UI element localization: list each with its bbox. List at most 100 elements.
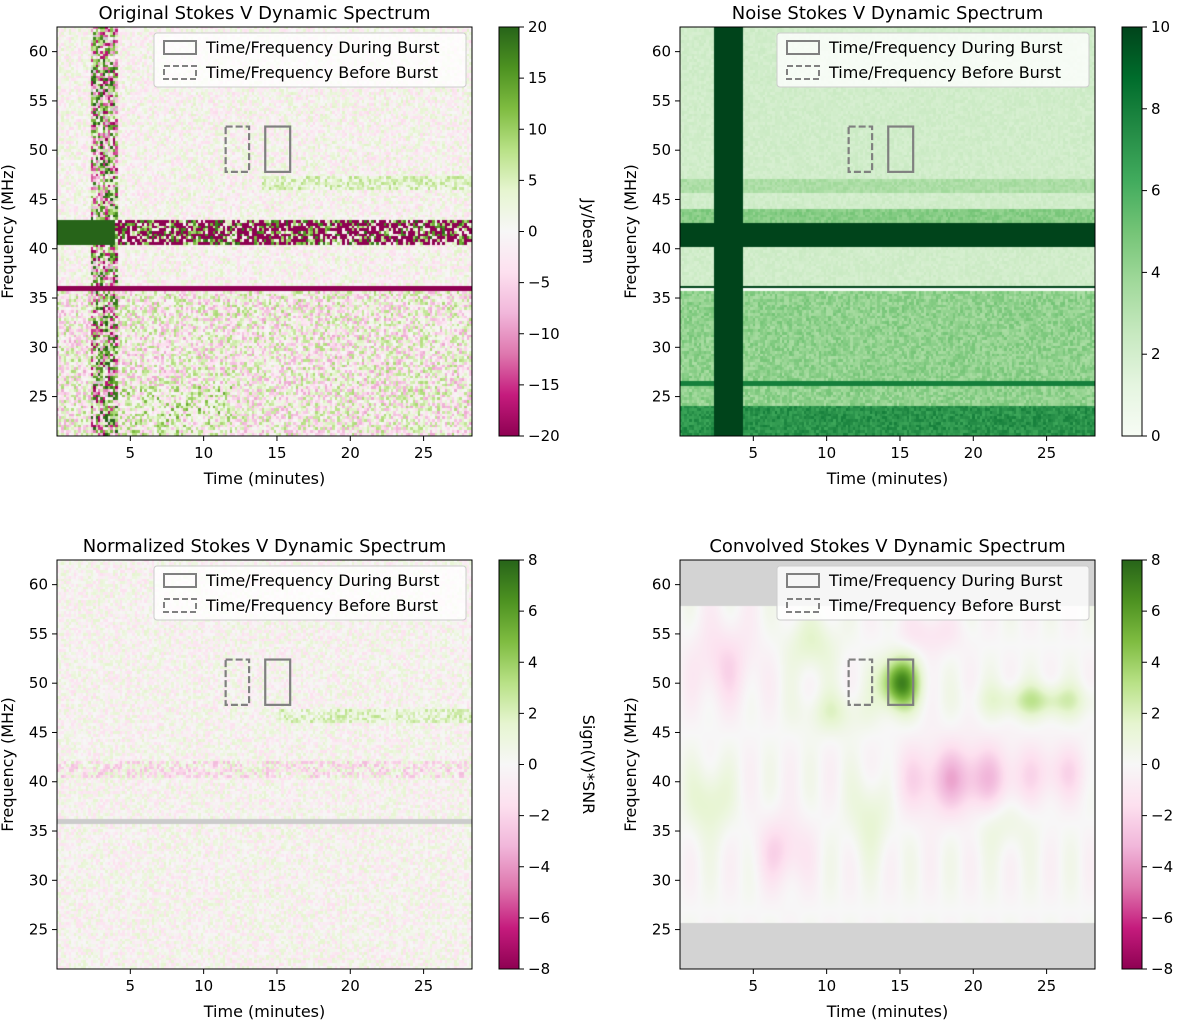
x-tick-label: 5 <box>126 977 136 995</box>
legend: Time/Frequency During Burst Time/Frequenc… <box>776 32 1090 88</box>
colorbar-tick-label: −8 <box>528 960 550 978</box>
x-tick-label: 5 <box>126 444 136 462</box>
legend-swatch-before <box>163 598 197 613</box>
x-tick-label: 20 <box>964 977 983 995</box>
heatmap-image <box>680 560 1095 969</box>
y-tick-label: 35 <box>29 822 48 840</box>
colorbar-label: Jy/beam <box>579 198 598 264</box>
y-axis-label: Frequency (MHz) <box>621 697 640 831</box>
colorbar-tick-label: 0 <box>1151 427 1161 445</box>
colorbar-tick-label: 0 <box>528 223 538 241</box>
y-axis-label: Frequency (MHz) <box>0 697 17 831</box>
colorbar-tick-label: 2 <box>1151 345 1161 363</box>
y-tick-label: 50 <box>29 674 48 692</box>
burst-box <box>887 125 915 173</box>
colorbar-tick-label: −15 <box>528 376 560 394</box>
x-tick-label: 20 <box>341 977 360 995</box>
colorbar-tick-label: 4 <box>1151 653 1161 671</box>
legend-label-during: Time/Frequency During Burst <box>828 38 1062 57</box>
colorbar-tick-label: 2 <box>1151 704 1161 722</box>
colorbar-tick-label: 10 <box>528 120 547 138</box>
colorbar-tick-label: −2 <box>528 807 550 825</box>
panel-title: Original Stokes V Dynamic Spectrum <box>99 3 431 24</box>
y-axis-label: Frequency (MHz) <box>0 164 17 298</box>
colorbar-gradient <box>1121 559 1143 970</box>
y-tick-label: 60 <box>652 576 671 594</box>
colorbar-tick-label: −2 <box>1151 807 1173 825</box>
y-tick-label: 35 <box>652 822 671 840</box>
legend-label-before: Time/Frequency Before Burst <box>828 596 1061 615</box>
colorbar: 0246810Jy/beam <box>1121 18 1170 445</box>
x-tick-label: 10 <box>817 977 836 995</box>
colorbar-tick-label: −6 <box>528 909 550 927</box>
colorbar-tick-label: 8 <box>528 551 538 569</box>
y-tick-label: 30 <box>652 871 671 889</box>
y-tick-label: 45 <box>29 723 48 741</box>
colorbar-tick-label: −10 <box>528 325 560 343</box>
y-tick-label: 30 <box>29 871 48 889</box>
colorbar: −20 −15 −10 −5 0 5 10 15 20 Jy/beam <box>498 18 598 445</box>
x-tick-label: 20 <box>341 444 360 462</box>
legend-frame <box>776 565 1090 621</box>
y-tick-label: 60 <box>652 43 671 61</box>
panel-1: Original Stokes V Dynamic Spectrum 5 10 15 2… <box>0 3 598 488</box>
y-tick-label: 45 <box>29 190 48 208</box>
y-tick-label: 55 <box>652 92 671 110</box>
y-tick-label: 45 <box>652 190 671 208</box>
x-axis-label: Time (minutes) <box>826 469 949 488</box>
burst-box <box>887 658 915 706</box>
colorbar-tick-label: 0 <box>528 756 538 774</box>
colorbar-tick-label: −5 <box>528 274 550 292</box>
x-tick-label: 5 <box>749 444 759 462</box>
burst-box <box>264 658 292 706</box>
colorbar-tick-label: 15 <box>528 69 547 87</box>
y-tick-label: 25 <box>652 388 671 406</box>
colorbar-gradient <box>1121 26 1143 437</box>
axes-frame <box>679 26 1096 437</box>
legend-frame <box>153 565 467 621</box>
colorbar-tick-label: −4 <box>528 858 550 876</box>
panel-title: Noise Stokes V Dynamic Spectrum <box>732 3 1043 24</box>
y-tick-label: 40 <box>652 240 671 258</box>
panel-4: Convolved Stokes V Dynamic Spectrum 5 10 15… <box>621 536 1173 1021</box>
legend: Time/Frequency During Burst Time/Frequenc… <box>153 32 467 88</box>
panel-title: Convolved Stokes V Dynamic Spectrum <box>709 536 1065 557</box>
legend-label-during: Time/Frequency During Burst <box>205 571 439 590</box>
legend: Time/Frequency During Burst Time/Frequenc… <box>776 565 1090 621</box>
x-tick-label: 15 <box>890 977 909 995</box>
x-tick-label: 5 <box>749 977 759 995</box>
heatmap-image <box>57 560 472 969</box>
x-tick-label: 10 <box>194 444 213 462</box>
x-tick-label: 15 <box>890 444 909 462</box>
y-tick-label: 25 <box>652 921 671 939</box>
colorbar-tick-label: 4 <box>1151 263 1161 281</box>
y-tick-label: 40 <box>29 240 48 258</box>
x-tick-label: 25 <box>414 977 433 995</box>
x-tick-label: 10 <box>817 444 836 462</box>
y-tick-label: 50 <box>29 141 48 159</box>
legend-swatch-during <box>163 40 197 55</box>
colorbar-tick-label: 0 <box>1151 756 1161 774</box>
colorbar-tick-label: 6 <box>528 602 538 620</box>
y-tick-label: 50 <box>652 674 671 692</box>
y-tick-label: 55 <box>652 625 671 643</box>
axes-frame <box>56 26 473 437</box>
x-tick-label: 15 <box>267 444 286 462</box>
y-tick-label: 55 <box>29 92 48 110</box>
panel-3: Normalized Stokes V Dynamic Spectrum 5 10 1… <box>0 536 598 1021</box>
colorbar-tick-label: 4 <box>528 653 538 671</box>
y-tick-label: 35 <box>652 289 671 307</box>
colorbar-tick-label: −20 <box>528 427 560 445</box>
y-tick-label: 60 <box>29 43 48 61</box>
legend-frame <box>153 32 467 88</box>
x-tick-label: 20 <box>964 444 983 462</box>
x-axis-label: Time (minutes) <box>203 1002 326 1021</box>
panel-title: Normalized Stokes V Dynamic Spectrum <box>83 536 447 557</box>
colorbar-gradient <box>498 26 520 437</box>
colorbar-tick-label: 8 <box>1151 100 1161 118</box>
x-axis-label: Time (minutes) <box>203 469 326 488</box>
legend-label-during: Time/Frequency During Burst <box>828 571 1062 590</box>
